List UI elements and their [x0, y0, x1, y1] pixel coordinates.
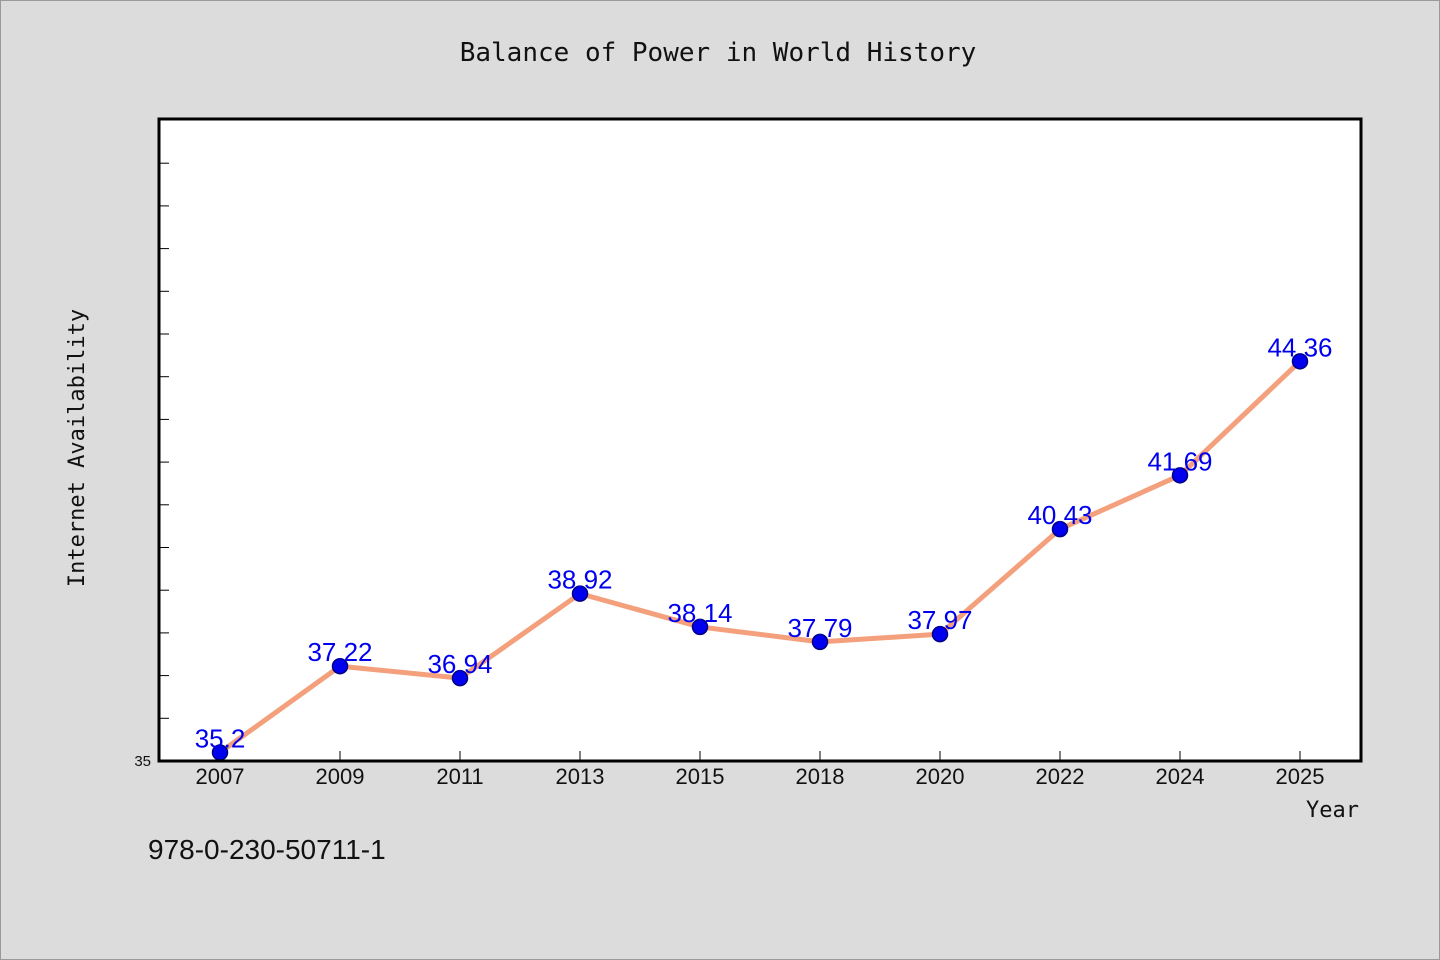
- data-label-2024: 41.69: [1147, 446, 1212, 476]
- chart-title: Balance of Power in World History: [460, 38, 977, 68]
- x-axis-ticks: 2007 2009 2011 2013 2015 2018 2020 2022 2024 2025: [196, 751, 1325, 789]
- x-tick-label-2018: 2018: [796, 764, 845, 789]
- series-line: [217, 358, 1303, 755]
- y-axis-label: Internet Availability: [65, 309, 90, 587]
- plot-area: [159, 119, 1361, 761]
- data-label-2020: 37.97: [907, 605, 972, 635]
- data-label-2007: 35.2: [195, 723, 246, 753]
- y-axis-ticks: 35: [134, 162, 169, 770]
- data-point-2009: [331, 657, 349, 675]
- x-tick-label-2009: 2009: [316, 764, 365, 789]
- data-point-2024: [1171, 467, 1189, 484]
- data-label-2013: 38.92: [547, 565, 612, 595]
- x-tick-label-2024: 2024: [1156, 764, 1205, 789]
- data-points: [211, 353, 1309, 761]
- x-axis-label: Year: [1306, 798, 1359, 823]
- x-tick-label-2022: 2022: [1036, 764, 1085, 789]
- x-tick-label-2011: 2011: [436, 764, 483, 789]
- x-tick-label-2015: 2015: [676, 764, 725, 789]
- data-label-2025: 44.36: [1267, 332, 1332, 362]
- y-tick-label-0: 35: [134, 753, 151, 770]
- data-labels: 35.2 37.22 36.94 38.92 38.14 37.79 37.97 40.43 4…: [195, 332, 1333, 753]
- data-point-2011: [451, 669, 469, 687]
- data-label-2011: 36.94: [427, 649, 492, 679]
- plot-border: [157, 117, 1363, 763]
- x-tick-label-2007: 2007: [196, 764, 245, 789]
- data-point-2020: [931, 625, 949, 643]
- data-label-2015: 38.14: [667, 598, 732, 628]
- x-tick-label-2025: 2025: [1276, 764, 1325, 789]
- data-point-2022: [1051, 520, 1069, 538]
- data-point-2015: [691, 618, 709, 636]
- data-label-2018: 37.79: [787, 613, 852, 643]
- data-label-2022: 40.43: [1027, 500, 1092, 530]
- data-point-2018: [811, 633, 829, 651]
- x-tick-label-2020: 2020: [916, 764, 965, 789]
- data-point-2013: [571, 585, 589, 602]
- data-label-2009: 37.22: [307, 637, 372, 667]
- x-tick-label-2013: 2013: [556, 764, 605, 789]
- data-point-2025: [1291, 353, 1309, 370]
- footer-isbn: 978-0-230-50711-1: [148, 834, 386, 865]
